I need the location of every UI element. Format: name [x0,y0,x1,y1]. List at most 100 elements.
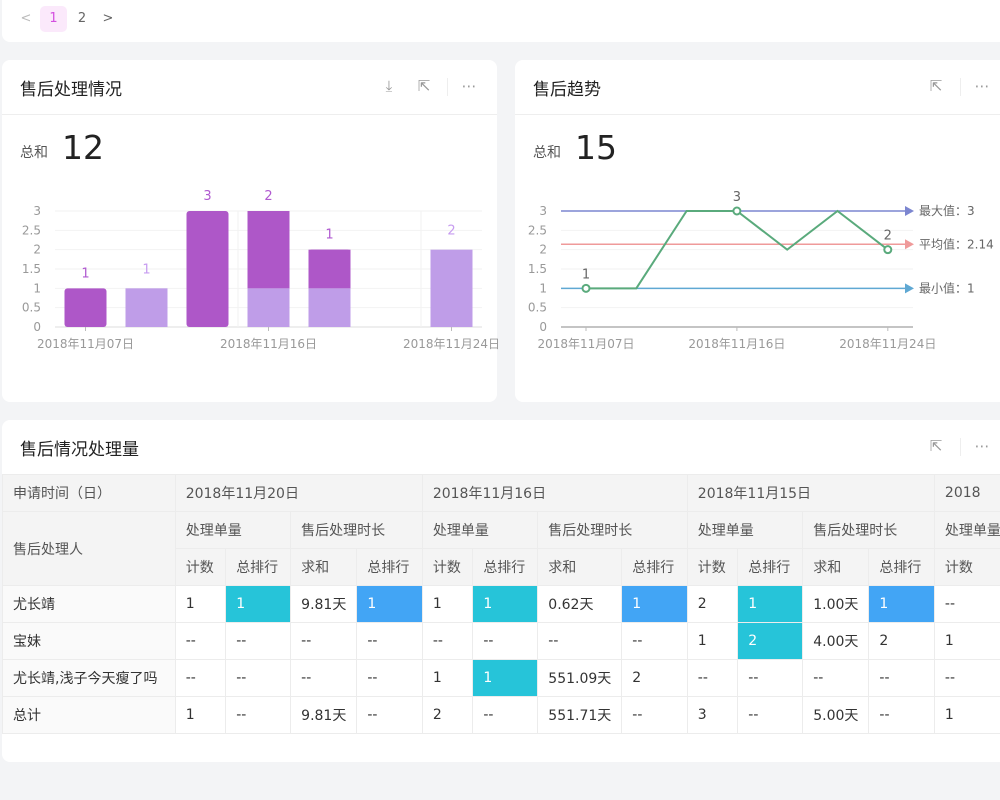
sub-header: 总排行 [225,548,292,586]
y-tick-label: 2.5 [528,223,547,237]
x-tick-label: 2018年11月24日 [403,337,500,351]
mark-line-arrow [905,206,914,216]
expand-icon[interactable]: ⇱ [929,77,943,95]
bar-dark-cap [308,249,351,286]
data-label: 3 [733,190,741,205]
table-cell: -- [621,696,688,734]
y-tick-label: 2 [539,243,547,257]
table-cell: -- [174,622,227,660]
row-header-title: 售后处理人 [2,511,176,586]
table-cell: 1.00天 [802,585,870,623]
after-sales-trend-card: 售后趋势 ⇱ ⋯ 总和 15 0 0.5 1 1.5 2 2.5 3 2018年11月07日 2… [515,60,1000,402]
sub-header: 计数 [933,548,1000,586]
data-label: 2 [264,189,272,204]
bar-dark [186,211,229,327]
mark-line-label: 平均值：2.14 [919,236,994,251]
y-tick-label: 2 [33,243,41,257]
data-label: 1 [582,267,590,282]
prev-page-button[interactable]: < [20,11,32,26]
data-label: 2 [447,224,455,239]
page-1-button[interactable]: 1 [40,6,67,32]
table-cell: -- [290,659,358,697]
table-cell: 551.71天 [537,696,623,734]
sub-header: 求和 [537,548,623,586]
y-tick-label: 1 [539,281,547,295]
card-title: 售后处理情况 [20,80,122,100]
table-cell: 4.00天 [802,622,870,660]
sub-header: 总排行 [472,548,539,586]
table-cell: -- [472,622,539,660]
mark-line-label: 最小值：1 [919,280,975,295]
x-tick-label: 2018年11月16日 [688,337,785,351]
table-cell: -- [225,696,292,734]
y-tick-label: 0 [539,320,547,334]
table-cell: 1 [225,585,292,623]
sum-value: 15 [575,128,617,167]
x-tick-label: 2018年11月24日 [839,337,936,351]
y-tick-label: 1 [33,281,41,295]
table-cell: -- [868,659,935,697]
download-icon[interactable]: ⤓ [385,77,393,95]
handler-name: 宝妹 [2,622,176,660]
expand-icon[interactable]: ⇱ [417,77,431,95]
handler-name: 总计 [2,696,176,734]
metric-group-header: 处理单量 [421,511,539,549]
metric-group-header: 售后处理时长 [537,511,688,549]
table-cell: 0.62天 [537,585,623,623]
data-label: 3 [203,189,211,204]
sub-header: 总排行 [868,548,935,586]
table-cell: -- [472,696,539,734]
y-tick-label: 0.5 [528,301,547,315]
table-row: 总计 1 -- 9.81天 -- 2 -- 551.71天 -- 3 -- 5.00天 -- 1 [2,696,1000,734]
table-cell: 1 [421,659,474,697]
y-tick-label: 3 [539,204,547,218]
bar-chart: 0 0.5 1 1.5 2 2.5 3 2018年11月07日 2018年11月16日 2018年… [22,189,500,351]
sub-header: 求和 [802,548,870,586]
pagination-bar: < 1 2 > [2,0,1000,42]
table-cell: 5.00天 [802,696,870,734]
table-cell: 1 [621,585,688,623]
handler-name: 尤长靖 [2,585,176,623]
data-label: 1 [81,266,89,281]
metric-group-header: 售后处理时长 [802,511,935,549]
table-cell: -- [356,622,423,660]
divider [960,78,961,96]
mark-line-arrow [905,283,914,294]
sum-label: 总和 [533,145,561,161]
card-title: 售后趋势 [533,80,601,100]
table-cell: -- [802,659,870,697]
table-cell: 1 [421,585,474,623]
next-page-button[interactable]: > [102,11,114,26]
more-icon[interactable]: ⋯ [974,77,990,95]
after-sales-volume-card: 售后情况处理量 ⇱ ⋯ 申请时间（日） 2018年11月20日 2018年11月16… [2,420,1000,762]
y-tick-label: 2.5 [22,223,41,237]
table-cell: 2 [621,659,688,697]
date-header: 2018年11月16日 [421,474,688,512]
table-cell: 1 [686,622,739,660]
table-cell: -- [868,696,935,734]
more-icon[interactable]: ⋯ [974,437,990,455]
table-cell: -- [737,659,804,697]
page-2-button[interactable]: 2 [77,11,87,26]
sub-header: 计数 [421,548,474,586]
table-cell: -- [356,659,423,697]
table-cell: 1 [174,585,227,623]
table-cell: 1 [737,585,804,623]
sub-header: 计数 [174,548,227,586]
metric-group-header: 处理单量 [933,511,1000,549]
pivot-table: 申请时间（日） 2018年11月20日 2018年11月16日 2018年11月15日… [2,474,1000,734]
mark-line-label: 最大值：3 [919,203,975,218]
table-cell: -- [225,622,292,660]
table-cell: -- [686,659,739,697]
expand-icon[interactable]: ⇱ [929,437,943,455]
mark-line-arrow [905,239,914,250]
table-cell: -- [737,696,804,734]
divider [960,438,961,456]
table-cell: 2 [868,622,935,660]
more-icon[interactable]: ⋯ [461,77,477,95]
table-row: 宝妹 -- -- -- -- -- -- -- -- 1 2 4.00天 2 1 [2,622,1000,660]
data-label: 1 [142,262,150,277]
y-tick-label: 1.5 [22,262,41,276]
divider [447,78,448,96]
handler-name: 尤长靖,浅子今天瘦了吗 [2,659,176,697]
